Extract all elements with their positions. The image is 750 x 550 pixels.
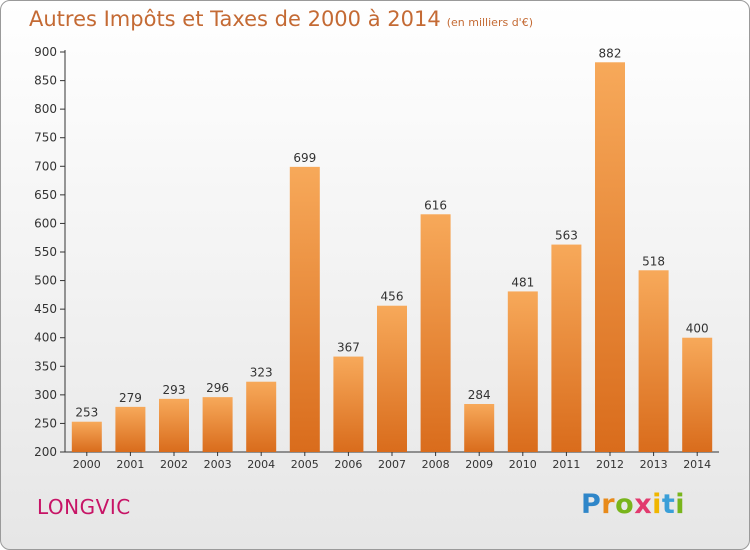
logo-letter: t [661, 489, 676, 520]
x-tick-label: 2005 [291, 458, 319, 471]
bar [202, 397, 233, 452]
bar [551, 244, 582, 452]
bar [682, 337, 713, 452]
y-tick-label: 250 [34, 416, 57, 430]
y-tick-label: 450 [34, 302, 57, 316]
y-tick-label: 700 [34, 159, 57, 173]
data-label: 400 [686, 322, 709, 336]
data-label: 481 [511, 275, 534, 289]
chart-bars [71, 62, 713, 453]
data-label: 882 [599, 46, 622, 60]
y-tick-label: 300 [34, 388, 57, 402]
x-tick-label: 2007 [378, 458, 406, 471]
data-label: 293 [163, 383, 186, 397]
bar [420, 214, 451, 452]
y-tick-label: 750 [34, 131, 57, 145]
y-tick-label: 550 [34, 245, 57, 259]
x-tick-label: 2012 [596, 458, 624, 471]
x-tick-label: 2003 [204, 458, 232, 471]
x-tick-label: 2010 [509, 458, 537, 471]
chart-title-block: Autres Impôts et Taxes de 2000 à 2014 (en… [29, 7, 533, 31]
data-label: 284 [468, 388, 491, 402]
data-label: 296 [206, 381, 229, 395]
data-label: 518 [642, 254, 665, 268]
data-label: 367 [337, 341, 360, 355]
x-tick-label: 2001 [116, 458, 144, 471]
chart-title: Autres Impôts et Taxes de 2000 à 2014 [29, 7, 441, 31]
bar [159, 398, 189, 452]
x-tick-label: 2008 [422, 458, 450, 471]
data-label: 253 [75, 406, 98, 420]
x-tick-label: 2000 [73, 458, 101, 471]
bar [507, 291, 538, 452]
y-tick-label: 650 [34, 188, 57, 202]
data-label: 563 [555, 229, 578, 243]
x-tick-label: 2013 [640, 458, 668, 471]
bar [377, 305, 407, 452]
x-tick-label: 2009 [465, 458, 493, 471]
logo-letter: i [652, 489, 662, 520]
x-tick-label: 2002 [160, 458, 188, 471]
bar [333, 356, 364, 452]
bar [289, 166, 320, 452]
data-label: 699 [293, 151, 316, 165]
bar [595, 62, 625, 453]
y-tick-label: 850 [34, 74, 57, 88]
chart-subtitle: (en milliers d'€) [446, 16, 533, 29]
x-tick-label: 2011 [552, 458, 580, 471]
y-tick-label: 400 [34, 331, 57, 345]
data-label: 616 [424, 198, 447, 212]
logo-letter: x [634, 489, 653, 520]
bar [464, 404, 495, 452]
y-tick-label: 900 [34, 45, 57, 59]
data-label: 279 [119, 391, 142, 405]
chart-labels: 2000 253 2001 279 2002 293 2003 296 2004 323 2005 6… [73, 46, 711, 471]
bar [638, 270, 669, 452]
data-label: 323 [250, 366, 273, 380]
x-tick-label: 2006 [334, 458, 362, 471]
logo-letter: P [581, 489, 602, 520]
bar [71, 421, 102, 452]
logo-letter: r [601, 489, 616, 520]
x-tick-label: 2014 [683, 458, 711, 471]
bar [115, 406, 146, 452]
y-tick-label: 800 [34, 102, 57, 116]
y-tick-label: 600 [34, 216, 57, 230]
logo-letter: i [675, 489, 686, 520]
y-tick-label: 200 [34, 445, 57, 459]
y-tick-label: 350 [34, 359, 57, 373]
y-tick-label: 500 [34, 274, 57, 288]
chart-axes: 200 250 300 350 400 450 500 550 600 650 700 750 800 8… [34, 45, 719, 459]
location-label: LONGVIC [37, 495, 131, 519]
logo-letter: o [615, 489, 635, 520]
x-tick-label: 2004 [247, 458, 275, 471]
bar [246, 381, 277, 452]
data-label: 456 [381, 290, 404, 304]
proxiti-logo[interactable]: Proxiti [581, 489, 685, 520]
